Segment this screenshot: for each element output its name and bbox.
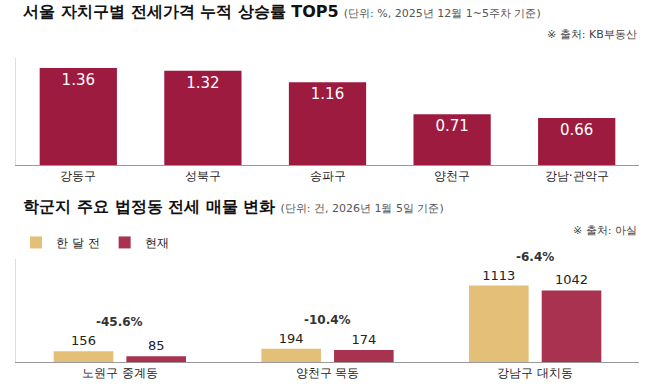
svg-text:156: 156 (71, 333, 96, 348)
svg-text:강동구: 강동구 (60, 169, 96, 183)
svg-text:양천구 목동: 양천구 목동 (296, 366, 360, 380)
svg-text:1.32: 1.32 (186, 74, 219, 92)
svg-text:성북구: 성북구 (185, 169, 221, 183)
svg-text:강남구 대치동: 강남구 대치동 (497, 366, 573, 380)
svg-text:-45.6%: -45.6% (96, 315, 143, 329)
svg-text:1.16: 1.16 (311, 85, 344, 103)
svg-text:1.36: 1.36 (62, 71, 95, 89)
svg-text:서울 자치구별 전세가격 누적 상승률 TOP5 (단위:: 서울 자치구별 전세가격 누적 상승률 TOP5 (단위: %, 2025년 1… (23, 2, 540, 21)
svg-text:강남·관악구: 강남·관악구 (545, 169, 609, 183)
svg-text:양천구: 양천구 (434, 169, 470, 183)
svg-text:174: 174 (351, 332, 376, 347)
svg-text:1113: 1113 (482, 268, 515, 283)
svg-text:한 달 전: 한 달 전 (56, 236, 100, 250)
svg-text:0.66: 0.66 (560, 121, 593, 139)
svg-text:노원구 중계동: 노원구 중계동 (82, 366, 158, 380)
svg-text:1042: 1042 (555, 272, 588, 287)
svg-text:-10.4%: -10.4% (304, 313, 351, 327)
svg-text:※ 출처: KB부동산: ※ 출처: KB부동산 (547, 28, 637, 41)
svg-text:송파구: 송파구 (310, 169, 346, 183)
svg-text:0.71: 0.71 (435, 117, 468, 135)
svg-text:학군지 주요 법정동 전세 매물 변화 (단위: 건, 20: 학군지 주요 법정동 전세 매물 변화 (단위: 건, 2026년 1월 5일 … (23, 197, 443, 216)
svg-text:-6.4%: -6.4% (516, 250, 554, 264)
svg-text:85: 85 (148, 338, 165, 353)
svg-text:현재: 현재 (145, 236, 169, 250)
svg-text:194: 194 (279, 331, 304, 346)
svg-text:※ 출처: 아실: ※ 출처: 아실 (573, 224, 637, 237)
